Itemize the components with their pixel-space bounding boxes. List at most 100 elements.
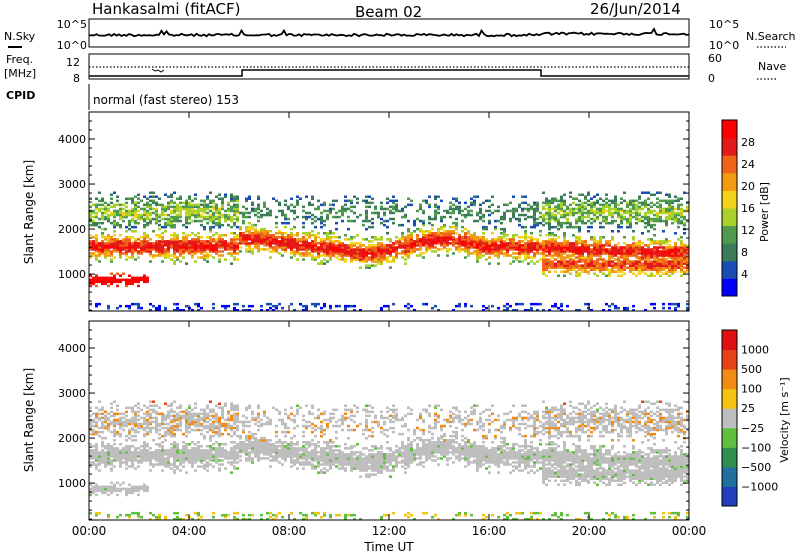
power-cell	[584, 240, 587, 243]
power-cell	[605, 194, 608, 197]
power-cell	[260, 248, 263, 251]
power-cell	[332, 240, 335, 243]
power-cell	[323, 258, 326, 261]
power-cell	[680, 220, 683, 223]
power-cell	[149, 303, 152, 306]
power-cell	[284, 236, 287, 239]
power-cell	[551, 212, 554, 215]
power-cell	[527, 208, 530, 211]
power-cell	[206, 222, 209, 225]
power-cell	[605, 202, 608, 205]
power-cell	[566, 212, 569, 215]
velocity-cell	[236, 443, 239, 446]
velocity-cell	[155, 417, 158, 420]
power-cell	[410, 200, 413, 203]
power-cell	[602, 244, 605, 247]
power-heatmap-cells	[89, 192, 689, 312]
power-cell	[437, 206, 440, 209]
power-cell	[317, 236, 320, 239]
power-cell	[662, 200, 665, 203]
velocity-cell	[137, 419, 140, 422]
power-cell	[176, 214, 179, 217]
power-cell	[662, 220, 665, 223]
power-cell	[293, 218, 296, 221]
power-cell	[299, 244, 302, 247]
power-cell	[302, 206, 305, 209]
power-cell	[116, 210, 119, 213]
power-cell	[674, 208, 677, 211]
power-cell	[248, 222, 251, 225]
power-cell	[125, 198, 128, 201]
power-cell	[674, 242, 677, 245]
velocity-cell	[197, 512, 200, 515]
power-cell	[512, 196, 515, 199]
power-cell	[101, 222, 104, 225]
power-cell	[374, 264, 377, 267]
power-cell	[647, 204, 650, 207]
velocity-cell	[101, 407, 104, 410]
power-cell	[584, 222, 587, 225]
velocity-cell	[113, 419, 116, 422]
power-cell	[662, 246, 665, 249]
power-cell	[551, 232, 554, 235]
power-cell	[365, 228, 368, 231]
power-cell	[545, 222, 548, 225]
power-cell	[407, 234, 410, 237]
power-cell	[266, 208, 269, 211]
power-cell	[635, 260, 638, 263]
power-cell	[224, 194, 227, 197]
power-cell	[632, 230, 635, 233]
power-cell	[212, 200, 215, 203]
power-cell	[386, 202, 389, 205]
power-cell	[230, 262, 233, 265]
power-cell	[272, 234, 275, 237]
power-cell	[593, 260, 596, 263]
colorbar-tick: 8	[741, 246, 748, 259]
power-cell	[455, 238, 458, 241]
velocity-cell	[113, 447, 116, 450]
power-cell	[134, 202, 137, 205]
power-cell	[173, 232, 176, 235]
power-cell	[329, 208, 332, 211]
power-cell	[221, 238, 224, 241]
velocity-cell	[110, 482, 113, 485]
velocity-cell	[212, 512, 215, 515]
power-cell	[464, 232, 467, 235]
power-cell	[314, 226, 317, 229]
power-cell	[410, 232, 413, 235]
power-cell	[614, 271, 617, 274]
velocity-cell	[164, 427, 167, 430]
power-cell	[383, 224, 386, 227]
power-cell	[623, 246, 626, 249]
power-cell	[380, 218, 383, 221]
power-cell	[653, 275, 656, 278]
power-cell	[266, 212, 269, 215]
power-cell	[101, 208, 104, 211]
power-cell	[302, 210, 305, 213]
velocity-cell	[170, 443, 173, 446]
power-cell	[530, 307, 533, 310]
power-cell	[383, 305, 386, 308]
velocity-heatmap-cells	[89, 401, 689, 521]
power-cell	[227, 224, 230, 227]
power-cell	[242, 220, 245, 223]
ytick-label: 4000	[58, 133, 86, 146]
power-cell	[155, 196, 158, 199]
velocity-cell	[191, 447, 194, 450]
colorbar-segment	[722, 173, 737, 191]
power-cell	[554, 262, 557, 265]
power-cell	[389, 244, 392, 247]
power-cell	[185, 234, 188, 237]
power-cell	[185, 305, 188, 308]
power-cell	[98, 277, 101, 280]
power-cell	[566, 260, 569, 263]
power-cell	[245, 248, 248, 251]
velocity-cell	[167, 427, 170, 430]
power-cell	[629, 260, 632, 263]
power-cell	[149, 260, 152, 263]
velocity-cell	[119, 417, 122, 420]
power-cell	[494, 210, 497, 213]
velocity-cell	[152, 439, 155, 442]
velocity-cell	[134, 411, 137, 414]
velocity-cell	[92, 429, 95, 432]
